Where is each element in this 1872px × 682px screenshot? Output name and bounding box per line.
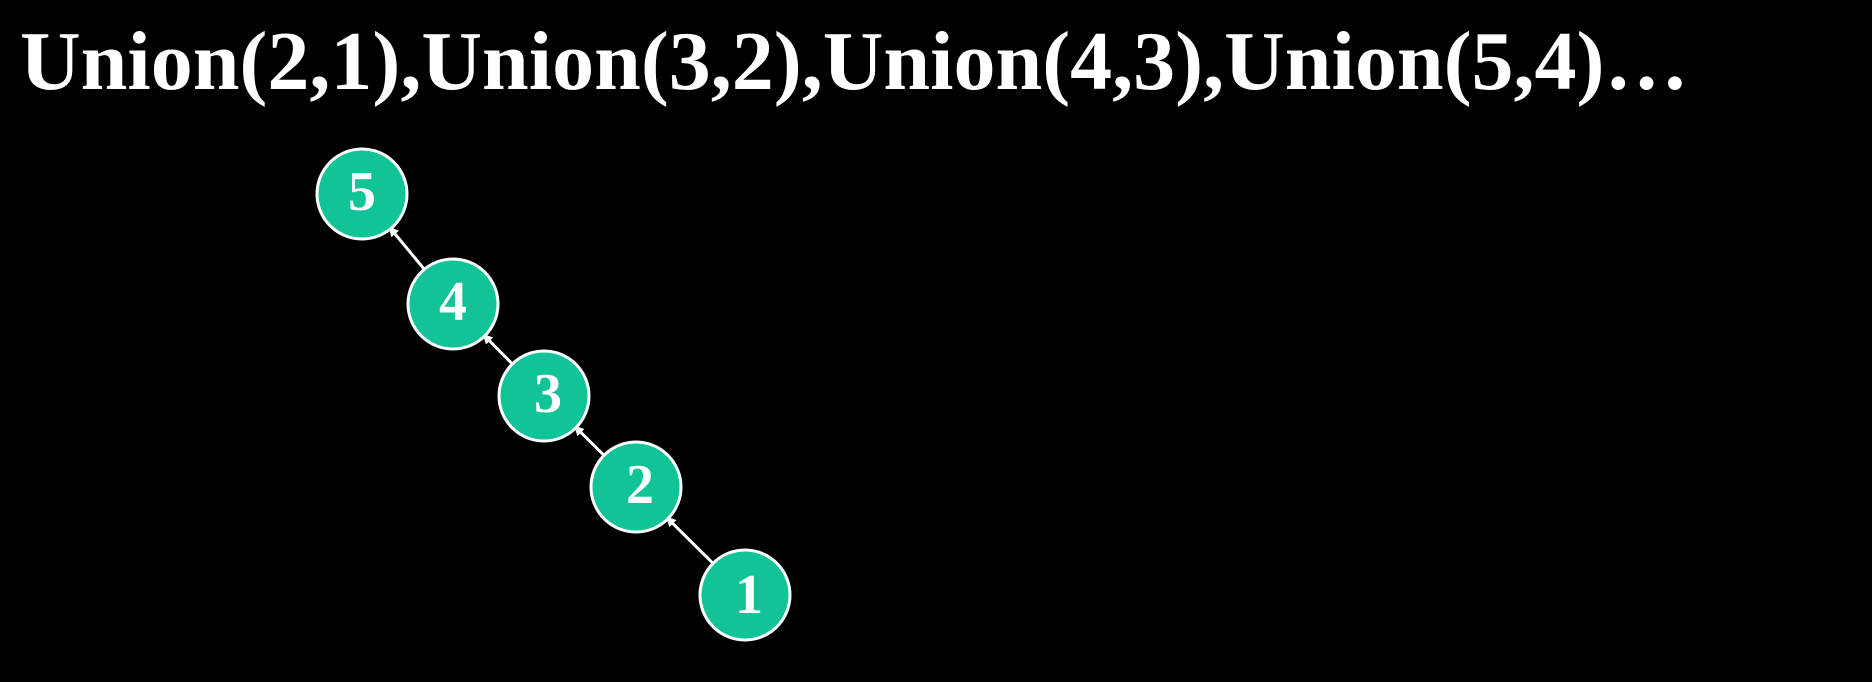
node-3: 3 (497, 349, 591, 443)
slide-title: Union(2,1),Union(3,2),Union(4,3),Union(5… (20, 15, 1689, 108)
node-3-circle (497, 349, 591, 443)
node-4: 4 (406, 257, 500, 351)
edge-3-to-4 (482, 333, 518, 370)
edge-2-to-3 (573, 425, 610, 461)
edge-1-to-2 (665, 516, 719, 569)
node-2: 2 (589, 440, 683, 534)
node-1: 1 (698, 548, 792, 642)
node-1-circle (698, 548, 792, 642)
node-4-label: 4 (439, 271, 467, 333)
node-4-circle (406, 257, 500, 351)
node-5: 5 (315, 147, 409, 241)
node-2-circle (589, 440, 683, 534)
node-2-label: 2 (626, 454, 654, 516)
edge-4-to-5 (388, 226, 430, 275)
edges-layer (388, 226, 719, 569)
node-5-label: 5 (348, 161, 376, 223)
node-1-label: 1 (735, 564, 763, 626)
node-3-label: 3 (534, 363, 562, 425)
node-5-circle (315, 147, 409, 241)
